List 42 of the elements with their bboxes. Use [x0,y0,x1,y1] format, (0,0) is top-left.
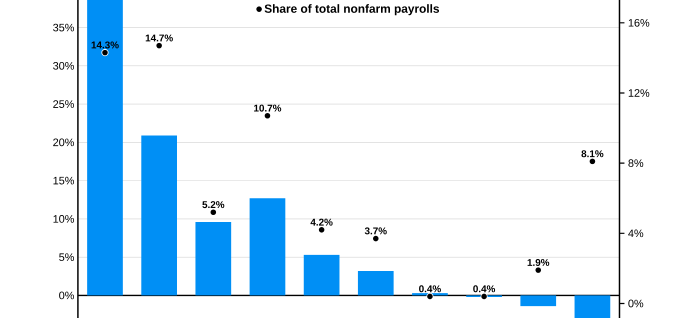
data-label: 0.4% [473,285,496,292]
point [156,42,163,49]
data-label: 5.2% [202,200,224,208]
y-tick-label: 15% [53,176,74,184]
y2-tick-label: 0% [628,299,644,308]
bar [195,222,232,296]
bar [520,295,556,306]
y2-tick-label: 12% [628,88,650,97]
y-tick-label: 35% [53,24,74,32]
y-tick-label: 0% [59,291,74,300]
bar [358,270,394,296]
point [372,234,380,242]
data-label: 8.1% [581,150,604,158]
bar [304,254,340,296]
point [588,158,596,165]
data-label: 0.4% [419,285,441,292]
bar [574,295,610,318]
y-tick-label: 5% [59,253,74,261]
y-tick-label: 10% [53,214,74,223]
point [264,112,272,120]
point [534,266,542,274]
bar [87,0,123,296]
bar [141,135,178,296]
data-label: 14.7% [146,34,173,42]
point [101,48,109,56]
data-label: 10.7% [254,104,282,112]
y2-tick-label: 16% [628,18,650,26]
point [480,292,488,300]
point [318,226,326,234]
data-label: 4.2% [310,218,333,226]
y2-tick-label: 8% [628,159,644,167]
bar [250,198,286,296]
data-label: 1.9% [528,258,550,266]
point [426,292,434,300]
legend-label: Share of total nonfarm payrolls [264,4,440,16]
y2-tick-label: 4% [628,229,644,237]
data-label: 14.3% [92,41,119,48]
y-tick-label: 25% [53,100,74,108]
y-tick-label: 30% [53,62,74,70]
y-tick-label: 20% [53,138,74,146]
point [210,208,217,216]
data-label: 3.7% [364,227,387,234]
